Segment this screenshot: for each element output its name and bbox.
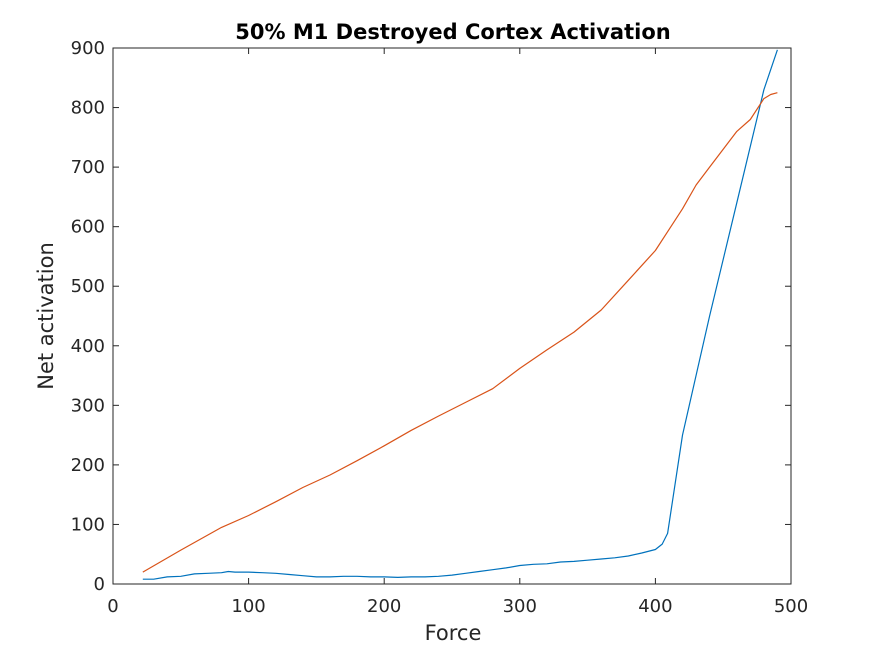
x-tick-label: 0: [107, 596, 118, 617]
y-tick-label: 0: [94, 574, 105, 595]
chart-title: 50% M1 Destroyed Cortex Activation: [235, 20, 670, 44]
axes-box: [112, 47, 792, 585]
y-tick-label: 200: [71, 455, 105, 476]
x-tick-label: 200: [367, 596, 401, 617]
y-axis-label: Net activation: [34, 242, 58, 390]
x-tick-label: 500: [774, 596, 808, 617]
series-layer: [142, 49, 778, 580]
y-tick-label: 600: [71, 217, 105, 238]
series-line-2: [142, 92, 778, 573]
y-tick-label: 300: [71, 395, 105, 416]
x-tick-label: 300: [503, 596, 537, 617]
y-tick-label: 100: [71, 514, 105, 535]
plot-area: 0 100 200 300 400 500 0 100 200 300 400 500 600 700 80…: [71, 38, 809, 617]
y-tick-label: 500: [71, 276, 105, 297]
ticks: 0 100 200 300 400 500 0 100 200 300 400 500 600 700 80…: [71, 38, 809, 617]
x-axis-label: Force: [425, 621, 482, 645]
series-line-1: [142, 49, 778, 580]
x-tick-label: 400: [638, 596, 672, 617]
y-tick-label: 400: [71, 336, 105, 357]
y-tick-label: 700: [71, 157, 105, 178]
y-tick-label: 900: [71, 38, 105, 59]
x-tick-label: 100: [231, 596, 265, 617]
y-tick-label: 800: [71, 98, 105, 119]
